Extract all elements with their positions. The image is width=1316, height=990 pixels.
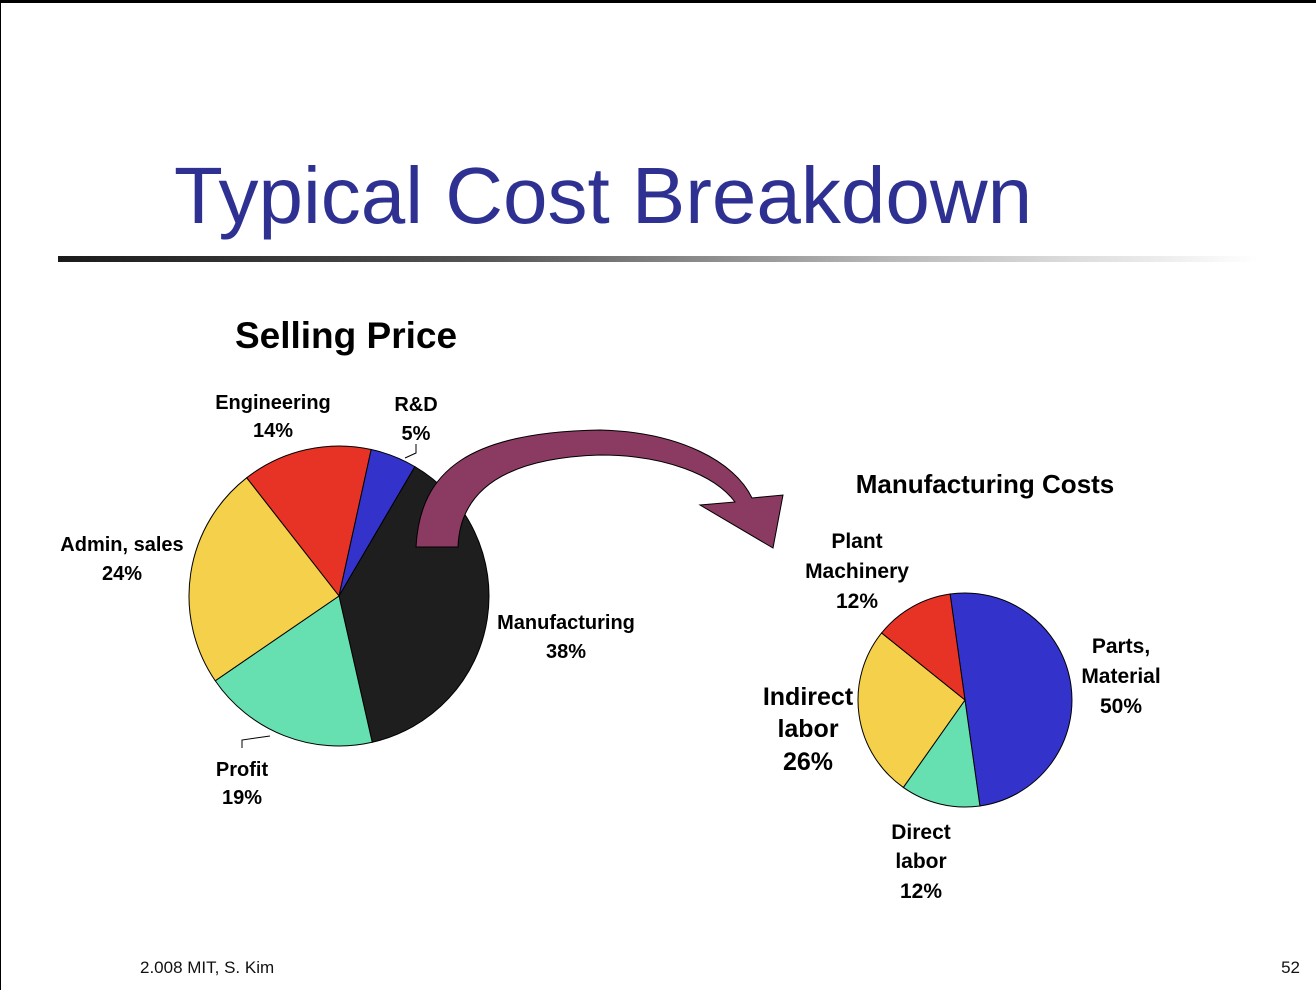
selling-price-title: Selling Price	[235, 315, 457, 356]
footer-credit: 2.008 MIT, S. Kim	[140, 958, 275, 977]
manufacturing-label: Manufacturing	[497, 612, 635, 634]
indirect-labor-label-line2: labor	[777, 715, 838, 743]
direct-labor-label-line1: Direct	[891, 821, 951, 844]
curved-arrow	[415, 429, 784, 549]
pie-slice-indirect-labor	[857, 632, 966, 789]
rd-pct: 5%	[402, 423, 431, 445]
pie-slice-parts-material	[949, 592, 1073, 807]
direct-labor-pct: 12%	[900, 880, 942, 903]
rd-leader-line	[404, 444, 417, 459]
slide-top-border	[0, 0, 1316, 3]
profit-leader-line	[241, 735, 271, 748]
profit-label: Profit	[216, 759, 269, 781]
slide-left-border	[0, 0, 1, 990]
plant-machinery-pct: 12%	[836, 590, 878, 613]
manufacturing-pct: 38%	[546, 641, 586, 663]
indirect-labor-pct: 26%	[783, 748, 833, 776]
slide-title: Typical Cost Breakdown	[174, 151, 1033, 240]
indirect-labor-label-line1: Indirect	[763, 683, 854, 711]
engineering-pct: 14%	[253, 420, 293, 442]
profit-pct: 19%	[222, 787, 262, 809]
pie-slice-direct-labor	[902, 698, 981, 808]
pie-slice-profit	[214, 595, 373, 747]
parts-material-label-line2: Material	[1081, 665, 1160, 688]
rd-label: R&D	[394, 394, 437, 416]
pie-slice-engineering	[245, 445, 372, 598]
plant-machinery-label-line2: Machinery	[805, 560, 909, 583]
page-number: 52	[1281, 958, 1300, 977]
manufacturing-costs-pie	[857, 592, 1073, 808]
pie-slice-admin-sales	[188, 477, 340, 682]
admin-sales-pct: 24%	[102, 563, 142, 585]
parts-material-pct: 50%	[1100, 695, 1142, 718]
title-rule	[58, 256, 1258, 262]
parts-material-label-line1: Parts,	[1092, 635, 1150, 658]
manufacturing-costs-title: Manufacturing Costs	[856, 469, 1115, 499]
selling-price-pie	[188, 445, 490, 747]
pie-slice-plant-machinery	[880, 593, 966, 702]
plant-machinery-label-line1: Plant	[831, 530, 882, 553]
direct-labor-label-line2: labor	[895, 850, 946, 873]
admin-sales-label: Admin, sales	[60, 534, 183, 556]
engineering-label: Engineering	[215, 392, 331, 414]
